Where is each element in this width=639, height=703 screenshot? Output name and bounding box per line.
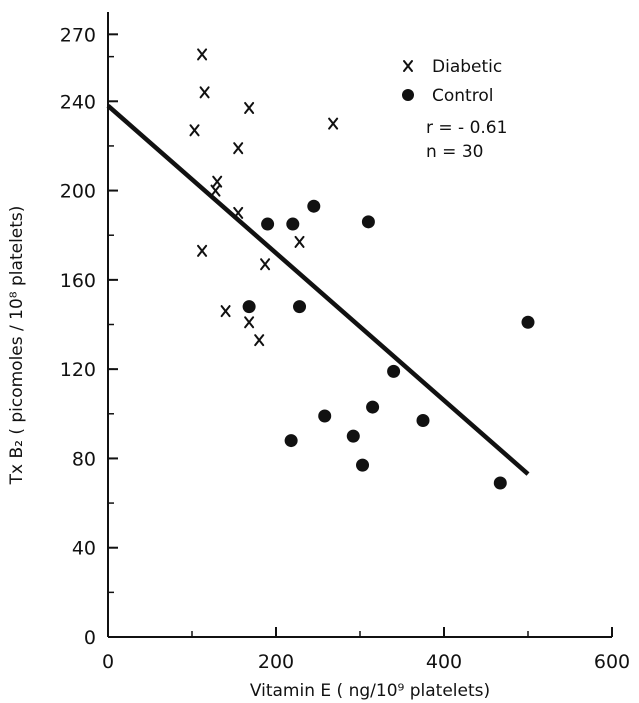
control-point bbox=[361, 215, 375, 229]
y-tick-label: 270 bbox=[60, 24, 96, 46]
control-point bbox=[416, 413, 430, 427]
x-tick-label: 400 bbox=[426, 651, 462, 673]
y-tick-label: 40 bbox=[72, 538, 96, 560]
control-point bbox=[242, 300, 256, 314]
legend: Diabetic Control bbox=[402, 57, 502, 106]
regression-line bbox=[106, 104, 530, 476]
y-tick-label: 200 bbox=[60, 181, 96, 203]
control-point bbox=[261, 217, 275, 231]
diabetic-point bbox=[328, 117, 339, 130]
x-tick-label: 600 bbox=[594, 651, 630, 673]
diabetic-point bbox=[197, 48, 208, 61]
diabetic-point bbox=[233, 142, 244, 155]
diabetic-point bbox=[197, 244, 208, 257]
diabetic-point bbox=[210, 184, 221, 197]
control-point bbox=[307, 199, 321, 213]
x-axis-ticks: 0 200 400 600 bbox=[102, 627, 630, 673]
diabetic-point bbox=[260, 258, 271, 271]
control-point bbox=[387, 364, 401, 378]
y-tick-label: 80 bbox=[72, 448, 96, 470]
control-point bbox=[493, 476, 507, 490]
annotation-r: r = - 0.61 bbox=[426, 118, 507, 138]
diabetic-point bbox=[233, 206, 244, 219]
control-point bbox=[521, 315, 535, 329]
x-tick-label: 200 bbox=[258, 651, 294, 673]
x-axis-title: Vitamin E ( ng/10⁹ platelets) bbox=[250, 681, 490, 701]
control-point bbox=[366, 400, 380, 414]
control-point bbox=[318, 409, 332, 423]
data-points bbox=[189, 48, 535, 490]
diabetic-point bbox=[220, 305, 231, 318]
control-point bbox=[356, 458, 370, 472]
diabetic-point bbox=[244, 101, 255, 114]
y-tick-label: 160 bbox=[60, 270, 96, 292]
diabetic-point bbox=[189, 124, 200, 137]
control-point bbox=[293, 300, 307, 314]
y-axis-title: Tx B₂ ( picomoles / 10⁸ platelets) bbox=[7, 206, 27, 486]
diabetic-point bbox=[199, 86, 210, 99]
legend-label-diabetic: Diabetic bbox=[432, 57, 502, 77]
diabetic-point bbox=[244, 316, 255, 329]
control-point bbox=[346, 429, 360, 443]
legend-marker-control bbox=[402, 89, 414, 101]
x-tick-label: 0 bbox=[102, 651, 114, 673]
diabetic-point bbox=[294, 235, 305, 248]
annotation-n: n = 30 bbox=[426, 142, 483, 162]
control-point bbox=[286, 217, 300, 231]
legend-marker-diabetic bbox=[403, 60, 413, 72]
legend-label-control: Control bbox=[432, 86, 493, 106]
control-point bbox=[284, 434, 298, 448]
diabetic-point bbox=[254, 334, 265, 347]
y-tick-label: 0 bbox=[84, 627, 96, 649]
y-tick-label: 240 bbox=[60, 91, 96, 113]
y-tick-label: 120 bbox=[60, 359, 96, 381]
y-axis-ticks: 0 40 80 120 160 200 240 270 bbox=[60, 24, 118, 649]
